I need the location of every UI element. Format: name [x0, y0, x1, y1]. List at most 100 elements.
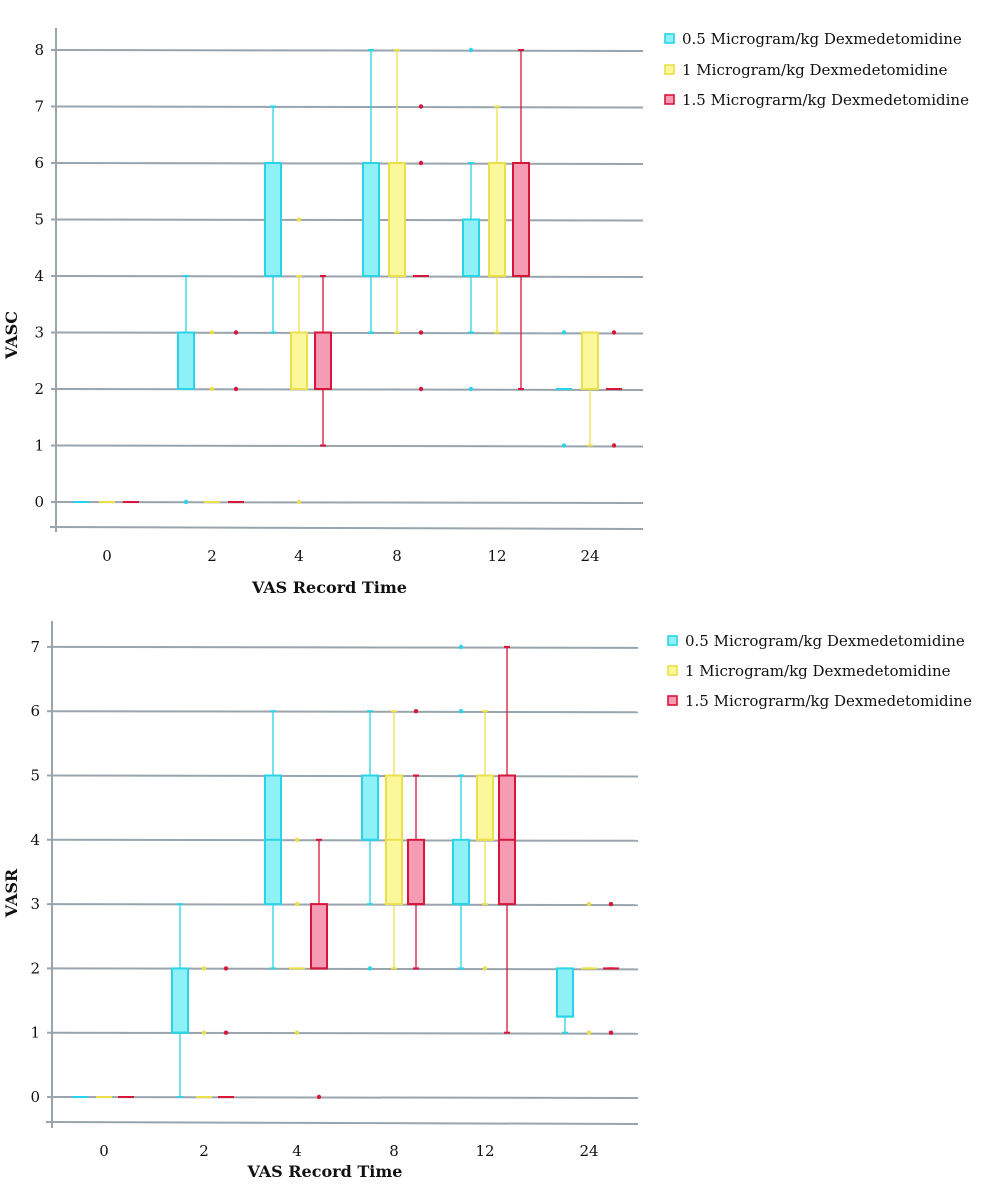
x-tick-label: 0 — [102, 547, 112, 565]
box-4-series-0 — [264, 105, 282, 334]
gridline — [55, 444, 644, 448]
outlier-point — [418, 330, 424, 335]
box-iqr — [388, 162, 406, 277]
legend-label: 1.5 Micrograrm/kg Dexmedetomidine — [685, 692, 972, 710]
box-12-series-2 — [512, 49, 530, 390]
x-tick-label: 24 — [580, 547, 599, 565]
box-12-series-1 — [476, 710, 494, 971]
box-12-series-0 — [462, 47, 480, 392]
gridline — [51, 1031, 639, 1035]
x-tick-label: 24 — [579, 1142, 598, 1160]
y-tick-label: 8 — [34, 41, 44, 59]
gridline — [51, 774, 639, 778]
box-8-series-1 — [388, 49, 406, 334]
box-iqr — [476, 774, 494, 841]
legend-swatch — [667, 635, 678, 646]
gridline — [55, 275, 644, 278]
legend-swatch — [664, 94, 675, 105]
box-iqr — [407, 838, 425, 906]
outlier-point — [233, 330, 239, 335]
box-4-series-2 — [314, 275, 332, 447]
legend-label: 0.5 Microgram/kg Dexmedetomidine — [682, 30, 962, 48]
box-iqr — [171, 967, 189, 1034]
outlier-point — [561, 443, 567, 448]
legend-swatch — [667, 665, 678, 676]
box-iqr — [462, 218, 480, 277]
x-tick-label: 4 — [294, 547, 304, 565]
outlier-point — [611, 443, 617, 448]
y-tick-label: 6 — [34, 154, 44, 172]
outlier-point — [611, 330, 617, 335]
y-tick-label: 1 — [34, 437, 44, 455]
box-24-series-0 — [556, 967, 574, 1034]
y-tick-label: 1 — [30, 1024, 40, 1042]
y-tick-label: 4 — [34, 267, 44, 285]
x-tick-label: 4 — [292, 1142, 302, 1160]
box-8-series-2 — [413, 104, 429, 392]
outlier-point — [482, 966, 488, 971]
box-2-series-1 — [204, 330, 220, 503]
outlier-point — [608, 1030, 614, 1035]
box-12-series-0 — [452, 644, 470, 970]
outlier-point — [296, 499, 302, 505]
box-2-series-0 — [177, 275, 195, 505]
y-tick-label: 0 — [30, 1088, 40, 1106]
box-8-series-0 — [362, 49, 380, 334]
box-iqr — [556, 967, 574, 1018]
box-2-series-2 — [218, 966, 234, 1098]
box-24-series-1 — [581, 901, 597, 1035]
box-4-series-2 — [310, 838, 328, 1100]
box-iqr — [290, 331, 308, 390]
gridline — [51, 838, 639, 842]
x-axis-label: VAS Record Time — [247, 1162, 403, 1181]
x-tick-label: 12 — [475, 1142, 494, 1160]
legend-label: 1.5 Micrograrm/kg Dexmedetomidine — [682, 91, 969, 109]
outlier-point — [458, 644, 464, 650]
y-tick-label: 6 — [30, 702, 40, 720]
x-tick-label: 8 — [392, 547, 402, 565]
box-iqr — [177, 331, 195, 390]
box-iqr — [314, 331, 332, 390]
outlier-point — [608, 901, 614, 907]
legend-swatch — [664, 64, 675, 75]
outlier-point — [418, 160, 424, 166]
outlier-point — [458, 709, 464, 714]
gridline — [55, 501, 644, 504]
y-tick-label: 4 — [30, 831, 40, 849]
outlier-point — [586, 901, 592, 907]
y-tick-label: 7 — [34, 98, 44, 116]
outlier-point — [413, 709, 419, 714]
box-24-series-1 — [581, 331, 599, 447]
box-iqr — [361, 774, 379, 841]
x-tick-label: 12 — [487, 547, 506, 565]
box-2-series-0 — [171, 903, 189, 1098]
legend-swatch — [664, 33, 675, 44]
outlier-point — [468, 386, 474, 392]
y-tick-label: 2 — [34, 380, 44, 398]
box-4-series-0 — [264, 710, 282, 970]
gridline — [51, 1096, 639, 1099]
box-12-series-1 — [488, 105, 506, 334]
box-iqr — [310, 903, 328, 970]
box-iqr — [512, 162, 530, 277]
gridline — [55, 105, 644, 109]
box-8-series-0 — [361, 710, 379, 971]
outlier-point — [233, 386, 239, 392]
y-tick-label: 0 — [34, 493, 44, 511]
outlier-point — [561, 330, 567, 335]
y-axis-label: VASR — [2, 868, 21, 918]
gridline — [55, 162, 644, 165]
y-tick-label: 5 — [34, 211, 44, 229]
outlier-point — [418, 104, 424, 109]
y-tick-label: 3 — [30, 895, 40, 913]
x-tick-label: 2 — [207, 547, 217, 565]
box-iqr — [452, 838, 470, 906]
box-4-series-1 — [290, 217, 308, 505]
outlier-point — [418, 386, 424, 392]
box-24-series-2 — [603, 901, 619, 1035]
outlier-point — [183, 499, 189, 505]
x-axis-line — [45, 1121, 639, 1125]
box-iqr — [581, 331, 599, 390]
